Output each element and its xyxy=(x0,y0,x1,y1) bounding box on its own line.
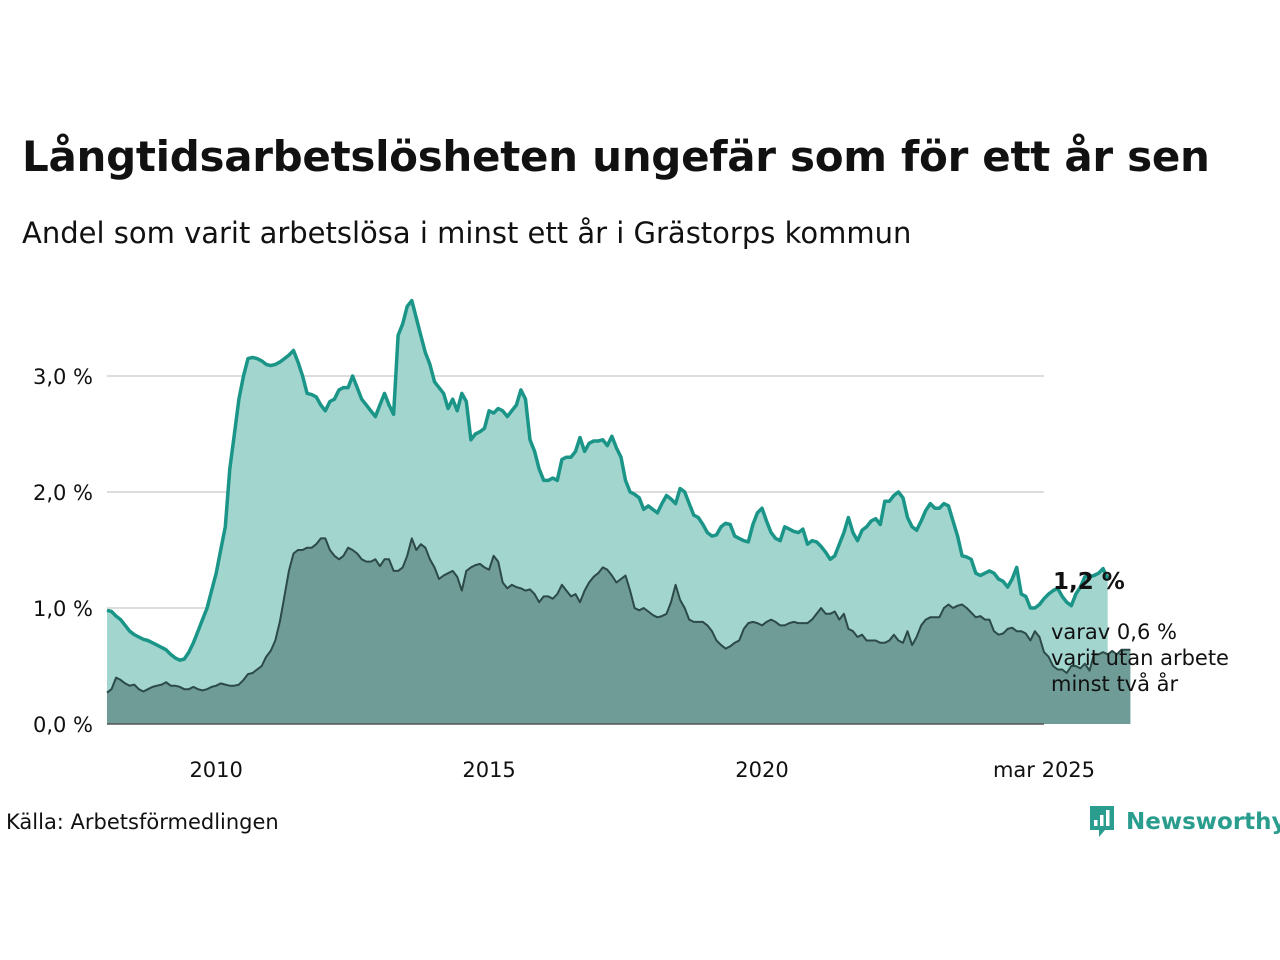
end-label-sub-line-3: minst två år xyxy=(1051,671,1179,696)
newsworthy-icon xyxy=(1090,806,1114,837)
series-lines xyxy=(106,298,1131,725)
y-tick-label: 1,0 % xyxy=(33,597,93,621)
x-tick-label: mar 2025 xyxy=(993,758,1095,782)
series-area-sub xyxy=(107,538,1131,724)
series-line-total xyxy=(106,298,1110,662)
y-tick-label: 2,0 % xyxy=(33,481,93,505)
source-note: Källa: Arbetsförmedlingen xyxy=(6,810,279,834)
x-tick-label: 2015 xyxy=(462,758,515,782)
brand-logo[interactable]: Newsworthy xyxy=(1088,804,1280,840)
chart-title: Långtidsarbetslösheten ungefär som för e… xyxy=(22,132,1210,181)
series-areas xyxy=(107,300,1131,724)
brand-name: Newsworthy xyxy=(1126,809,1280,835)
end-label-sub-line-1: varav 0,6 % xyxy=(1051,620,1177,644)
end-label-total: 1,2 % xyxy=(1053,569,1125,595)
axis-labels: 0,0 % 1,0 % 2,0 % 3,0 % 2010 2015 2020 mar 2025 xyxy=(33,365,1095,782)
y-tick-label: 0,0 % xyxy=(33,713,93,737)
x-tick-label: 2010 xyxy=(189,758,242,782)
chart-subtitle: Andel som varit arbetslösa i minst ett å… xyxy=(22,216,912,250)
x-tick-label: 2020 xyxy=(735,758,788,782)
y-tick-label: 3,0 % xyxy=(33,365,93,389)
end-label-sub-line-2: varit utan arbete xyxy=(1051,646,1229,670)
series-line-sub xyxy=(106,537,1131,694)
